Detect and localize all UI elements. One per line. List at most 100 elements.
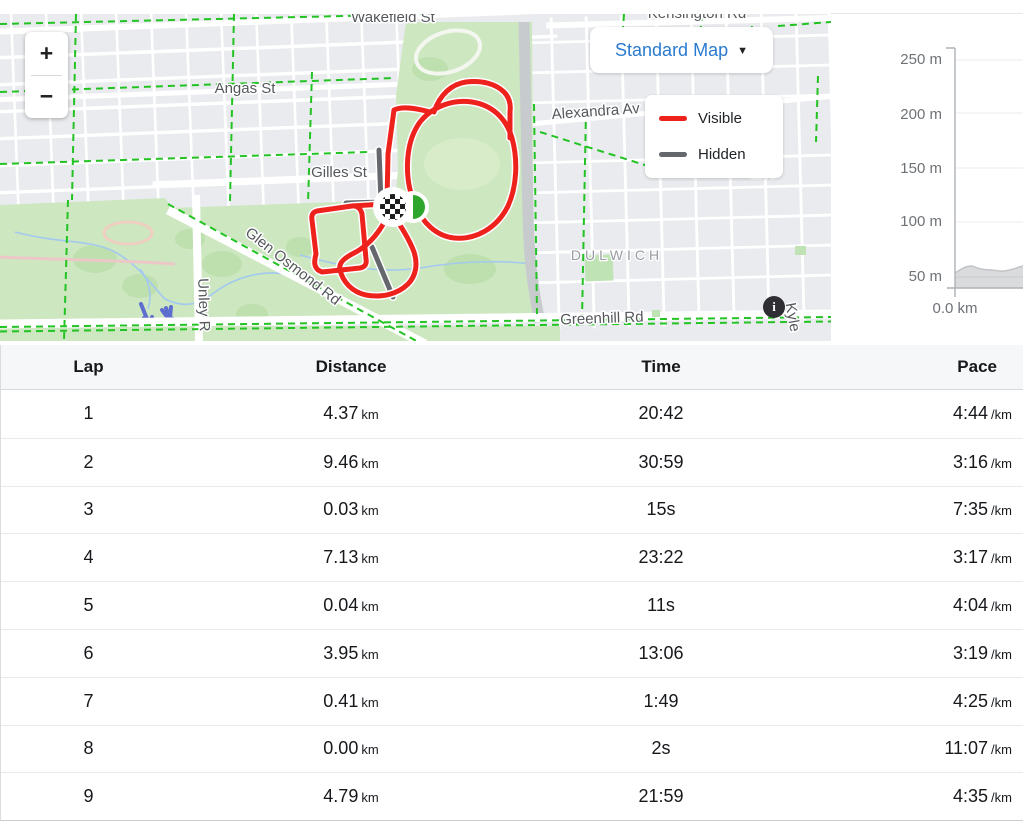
lap-time: 11s — [647, 595, 675, 616]
distance-value: 0.03 — [323, 499, 359, 520]
street-label-gilles: Gilles St — [311, 164, 368, 181]
pace-value: 4:25 — [953, 690, 989, 711]
y-tick-50m: 50 m — [909, 268, 942, 285]
lap-distance: 0.00 km — [176, 738, 526, 759]
lap-distance: 0.03 km — [176, 499, 526, 520]
chevron-down-icon: ▼ — [737, 45, 748, 57]
elevation-area-line — [954, 265, 1023, 274]
pace-unit: /km — [991, 790, 1012, 806]
finish-marker-checkered — [378, 192, 408, 222]
map-attribution-info-icon[interactable]: i — [763, 296, 785, 318]
table-row: 4 7.13 km 23:22 3:17/km — [1, 533, 1023, 582]
lap-time: 15s — [646, 499, 676, 520]
column-header-lap: Lap — [73, 357, 104, 376]
road-unley — [192, 194, 203, 341]
distance-value: 0.00 — [323, 738, 359, 759]
legend-row-hidden: Hidden — [659, 146, 769, 163]
lap-pace: 3:19/km — [796, 643, 1023, 664]
distance-value: 4.79 — [323, 786, 359, 807]
lap-distance: 3.95 km — [176, 643, 526, 664]
y-tick-250m: 250 m — [900, 51, 942, 68]
lap-distance: 7.13 km — [176, 547, 526, 568]
route-map[interactable]: Wakefield St Angas St Gilles St Kensingt… — [0, 14, 831, 341]
elevation-chart[interactable]: 250 m 200 m 150 m 100 m 50 m 0.0 km — [831, 13, 1023, 345]
creek — [14, 231, 533, 310]
pace-value: 3:19 — [953, 642, 989, 663]
table-row: 8 0.00 km 2s 11:07/km — [1, 724, 1023, 773]
lap-number: 7 — [83, 690, 94, 711]
zoom-out-button[interactable]: − — [39, 83, 54, 110]
pace-unit: /km — [991, 407, 1012, 423]
start-finish-marker — [373, 187, 429, 227]
distance-unit: km — [361, 407, 379, 423]
distance-value: 9.46 — [323, 451, 359, 472]
distance-unit: km — [361, 742, 379, 758]
lap-distance: 9.46 km — [176, 452, 526, 473]
hidden-route-label: Hidden — [698, 146, 746, 163]
pace-unit: /km — [991, 551, 1012, 567]
distance-unit: km — [361, 599, 379, 615]
pace-value: 11:07 — [944, 738, 989, 759]
pace-value: 3:16 — [953, 451, 989, 472]
column-header-pace: Pace — [957, 357, 997, 376]
lap-number: 6 — [83, 642, 94, 663]
lap-pace: 3:16/km — [796, 452, 1023, 473]
visible-route-swatch — [659, 116, 687, 121]
road-greenhill — [0, 309, 831, 329]
street-grid-west — [0, 14, 558, 224]
lap-pace: 4:35/km — [796, 786, 1023, 807]
lap-pace: 4:04/km — [796, 595, 1023, 616]
railway-line — [0, 255, 176, 266]
distance-unit: km — [361, 790, 379, 806]
route-legend: Visible Hidden — [645, 95, 783, 178]
lap-time: 20:42 — [638, 403, 684, 424]
distance-value: 0.41 — [323, 690, 359, 711]
lap-time: 13:06 — [638, 642, 684, 663]
lap-number: 9 — [83, 786, 94, 807]
pace-unit: /km — [991, 503, 1012, 519]
pace-unit: /km — [991, 646, 1012, 662]
x-tick-0km: 0.0 km — [932, 300, 977, 317]
map-type-button[interactable]: Standard Map ▼ — [590, 27, 773, 73]
pace-value: 3:17 — [953, 547, 989, 568]
table-row: 2 9.46 km 30:59 3:16/km — [1, 437, 1023, 486]
distance-value: 3.95 — [323, 642, 359, 663]
table-row: 3 0.03 km 15s 7:35/km — [1, 485, 1023, 534]
map-zoom-control: + − — [25, 32, 68, 118]
lap-pace: 11:07/km — [796, 738, 1023, 759]
lap-time: 23:22 — [638, 547, 684, 568]
y-tick-200m: 200 m — [900, 106, 942, 123]
column-header-time: Time — [641, 357, 681, 376]
lap-pace: 4:44/km — [796, 403, 1023, 424]
pace-unit: /km — [991, 455, 1012, 471]
table-row: 6 3.95 km 13:06 3:19/km — [1, 628, 1023, 677]
zoom-control-divider — [31, 74, 62, 76]
suburb-label-dulwich: DULWICH — [571, 247, 663, 263]
map-and-elevation-section: Wakefield St Angas St Gilles St Kensingt… — [0, 0, 1023, 345]
elevation-chart-canvas: 250 m 200 m 150 m 100 m 50 m 0.0 km — [900, 47, 1023, 317]
legend-row-visible: Visible — [659, 110, 769, 127]
distance-unit: km — [361, 694, 379, 710]
lap-distance: 4.37 km — [176, 403, 526, 424]
lap-number: 8 — [83, 738, 94, 759]
laps-table: Lap Distance Time Pace 1 4.37 km 20:42 4:… — [0, 345, 1023, 822]
lap-pace: 4:25/km — [796, 691, 1023, 712]
zoom-in-button[interactable]: + — [39, 39, 54, 66]
lap-pace: 3:17/km — [796, 547, 1023, 568]
table-row: 9 4.79 km 21:59 4:35/km — [1, 772, 1023, 821]
elevation-gridlines — [955, 59, 1023, 277]
distance-value: 7.13 — [323, 547, 359, 568]
lap-time: 1:49 — [643, 690, 679, 711]
map-type-label: Standard Map — [615, 39, 729, 60]
lap-number: 5 — [83, 595, 94, 616]
lap-number: 2 — [83, 451, 94, 472]
running-track-oval — [414, 28, 482, 76]
pace-value: 4:44 — [953, 403, 989, 424]
lap-distance: 0.04 km — [176, 595, 526, 616]
visible-route-label: Visible — [698, 110, 742, 127]
running-track-oval-west — [102, 220, 154, 246]
lap-pace: 7:35/km — [796, 499, 1023, 520]
distance-unit: km — [361, 455, 379, 471]
lap-time: 30:59 — [638, 451, 684, 472]
